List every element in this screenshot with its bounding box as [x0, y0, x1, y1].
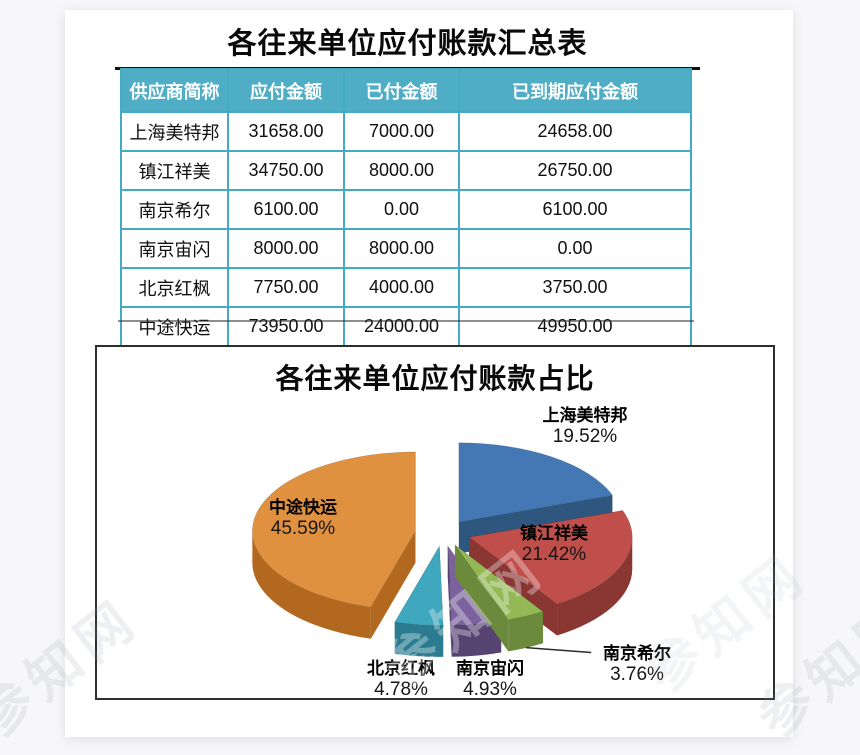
column-header-supplier: 供应商简称 — [120, 68, 229, 113]
table-cell: 73950.00 — [227, 306, 345, 347]
column-header-due: 已到期应付金额 — [458, 68, 692, 113]
table-cell: 中途快运 — [120, 306, 229, 347]
table-cell: 6100.00 — [227, 189, 345, 230]
column-header-payable: 应付金额 — [227, 68, 345, 113]
leader-line — [525, 646, 592, 654]
table-row: 上海美特邦 31658.00 7000.00 24658.00 — [120, 111, 692, 152]
table-cell: 0.00 — [343, 189, 460, 230]
table-cell: 3750.00 — [458, 267, 692, 308]
table-cell: 镇江祥美 — [120, 150, 229, 191]
table-row: 南京宙闪 8000.00 8000.00 0.00 — [120, 228, 692, 269]
table-cell: 24000.00 — [343, 306, 460, 347]
table-title: 各往来单位应付账款汇总表 — [115, 20, 700, 70]
table-bottom-rule — [118, 320, 694, 322]
pie-chart-svg — [252, 442, 633, 657]
payable-summary-table: 供应商简称 应付金额 已付金额 已到期应付金额 上海美特邦 31658.00 7… — [120, 68, 692, 347]
table-cell: 49950.00 — [458, 306, 692, 347]
table-row: 南京希尔 6100.00 0.00 6100.00 — [120, 189, 692, 230]
worksheet: 各往来单位应付账款汇总表 供应商简称 应付金额 已付金额 已到期应付金额 上海美… — [65, 10, 793, 737]
table-cell: 南京宙闪 — [120, 228, 229, 269]
table-row: 镇江祥美 34750.00 8000.00 26750.00 — [120, 150, 692, 191]
table-cell: 8000.00 — [343, 150, 460, 191]
table-cell: 31658.00 — [227, 111, 345, 152]
table-cell: 7000.00 — [343, 111, 460, 152]
table-cell: 34750.00 — [227, 150, 345, 191]
table-cell: 0.00 — [458, 228, 692, 269]
table-cell: 上海美特邦 — [120, 111, 229, 152]
table-cell: 8000.00 — [227, 228, 345, 269]
table-row: 北京红枫 7750.00 4000.00 3750.00 — [120, 267, 692, 308]
table-row: 中途快运 73950.00 24000.00 49950.00 — [120, 306, 692, 347]
column-header-paid: 已付金额 — [343, 68, 460, 113]
table-cell: 26750.00 — [458, 150, 692, 191]
table-cell: 4000.00 — [343, 267, 460, 308]
chart-title: 各往来单位应付账款占比 — [275, 363, 595, 394]
table-cell: 8000.00 — [343, 228, 460, 269]
table-cell: 南京希尔 — [120, 189, 229, 230]
table-cell: 7750.00 — [227, 267, 345, 308]
table-cell: 6100.00 — [458, 189, 692, 230]
table-cell: 24658.00 — [458, 111, 692, 152]
table-cell: 北京红枫 — [120, 267, 229, 308]
pie-chart-frame: 各往来单位应付账款占比 上海美特邦 19.52% 镇江祥美 21.42% 南京希… — [95, 345, 775, 700]
table-header-row: 供应商简称 应付金额 已付金额 已到期应付金额 — [120, 68, 692, 113]
